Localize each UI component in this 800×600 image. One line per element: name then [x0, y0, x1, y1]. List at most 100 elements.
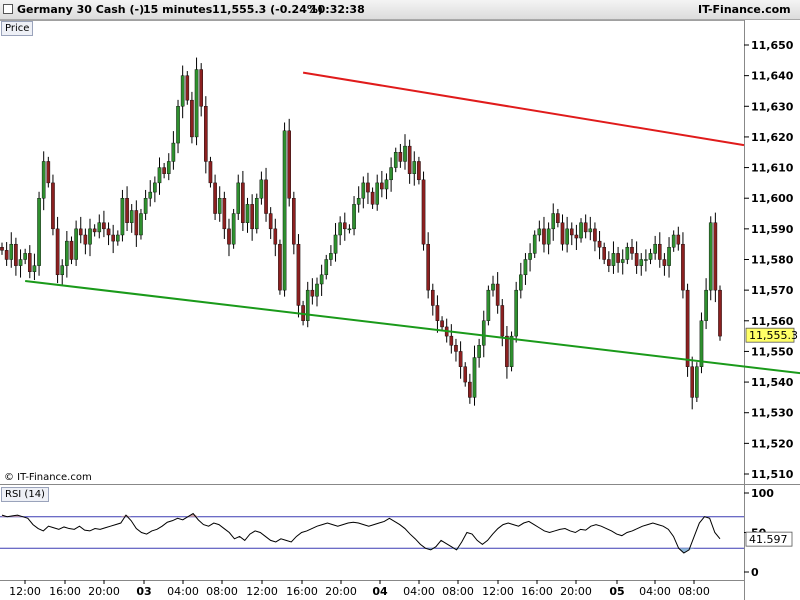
candle-body-up: [708, 222, 713, 291]
candle-body-down: [398, 152, 403, 162]
candle: [472, 345, 477, 406]
candle-body-up: [347, 228, 352, 231]
time-tick-label: 12:00: [246, 585, 278, 598]
candle-body-up: [491, 283, 495, 291]
candle: [491, 275, 495, 297]
candle-body-up: [699, 320, 704, 367]
candle-body-up: [41, 161, 46, 199]
candle: [347, 224, 352, 234]
candle-body-down: [106, 228, 111, 236]
candle: [60, 259, 65, 285]
candle-body-up: [412, 161, 417, 174]
timeframe-label[interactable]: 15 minutes: [143, 3, 213, 16]
candle-body-down: [597, 240, 602, 248]
candle: [607, 251, 611, 273]
candle-body-up: [653, 243, 657, 254]
candle-body-down: [607, 259, 611, 266]
candle: [505, 325, 509, 379]
price-tick-label: 11,570: [751, 284, 794, 297]
candle: [468, 373, 472, 404]
candle-body-up: [166, 161, 171, 174]
candle: [639, 253, 644, 276]
candle-body-down: [55, 228, 60, 276]
candle: [648, 248, 653, 265]
candle: [231, 208, 236, 249]
rsi-last-value-box: [745, 531, 793, 547]
candle-body-down: [51, 182, 55, 230]
candle-body-up: [236, 182, 241, 214]
candle-body-down: [657, 243, 662, 260]
time-tick-label: 12:00: [9, 585, 41, 598]
candle: [713, 212, 718, 303]
candle: [69, 236, 74, 265]
window-menu-icon[interactable]: [3, 4, 13, 14]
candle-body-down: [593, 228, 597, 242]
copyright-notice: © IT-Finance.com: [4, 472, 92, 483]
price-tick-label: 11,640: [751, 70, 794, 83]
candle: [287, 118, 292, 207]
candle: [213, 174, 217, 220]
candle-body-down: [78, 228, 83, 236]
candle: [565, 216, 569, 253]
candle: [120, 189, 125, 242]
candles-layer: [0, 57, 722, 410]
candle-body-up: [143, 198, 148, 214]
candle: [139, 208, 143, 240]
candle: [264, 167, 268, 222]
candle: [718, 285, 722, 341]
time-tick-label: 20:00: [325, 585, 357, 598]
candle: [273, 218, 278, 257]
candle: [310, 278, 315, 305]
candle: [352, 196, 356, 236]
candle: [375, 174, 380, 211]
rsi-last-value-label: 41.597: [749, 533, 788, 546]
candle-body-up: [157, 167, 162, 184]
price-tick-label: 11,620: [751, 131, 794, 144]
candle-body-down: [454, 345, 458, 352]
day-label: 04: [372, 585, 388, 598]
candle: [602, 242, 606, 265]
candle-body-up: [88, 228, 92, 245]
candle: [254, 193, 259, 234]
candle-body-up: [361, 182, 366, 199]
support-trendline[interactable]: [25, 279, 800, 407]
candle-body-up: [148, 191, 153, 199]
candle: [342, 212, 347, 241]
candle-body-down: [463, 366, 468, 383]
candle-body-down: [417, 161, 421, 181]
candle: [217, 186, 222, 222]
candle: [0, 242, 4, 255]
candle-body-down: [204, 106, 208, 162]
candle: [361, 176, 366, 209]
candle: [315, 277, 319, 307]
candle: [329, 245, 333, 266]
candle: [449, 324, 454, 354]
candle: [292, 191, 296, 255]
candle-body-down: [69, 240, 74, 260]
candle-body-up: [231, 213, 236, 245]
candle-body-up: [324, 259, 329, 276]
candle: [106, 222, 111, 246]
candle: [417, 156, 421, 185]
candle-body-down: [713, 222, 718, 291]
candle-body-up: [384, 179, 389, 190]
candle: [370, 187, 375, 209]
candle-body-up: [648, 253, 653, 260]
candle: [148, 180, 153, 207]
price-tick-label: 11,630: [751, 100, 794, 113]
trendlines-layer: [25, 71, 800, 407]
resistance-trendline[interactable]: [302, 71, 745, 147]
candle-body-up: [695, 366, 699, 398]
candle-body-up: [176, 106, 180, 144]
candle-body-down: [569, 228, 574, 236]
candle-body-down: [241, 182, 245, 223]
rsi-tick-label: 100: [751, 487, 774, 500]
candle: [695, 362, 699, 402]
candle: [32, 253, 37, 281]
candle: [4, 242, 9, 266]
candle: [83, 228, 88, 255]
instrument-name: Germany 30 Cash (-): [17, 3, 145, 16]
candle-body-up: [329, 253, 333, 260]
candle-body-down: [102, 222, 106, 230]
